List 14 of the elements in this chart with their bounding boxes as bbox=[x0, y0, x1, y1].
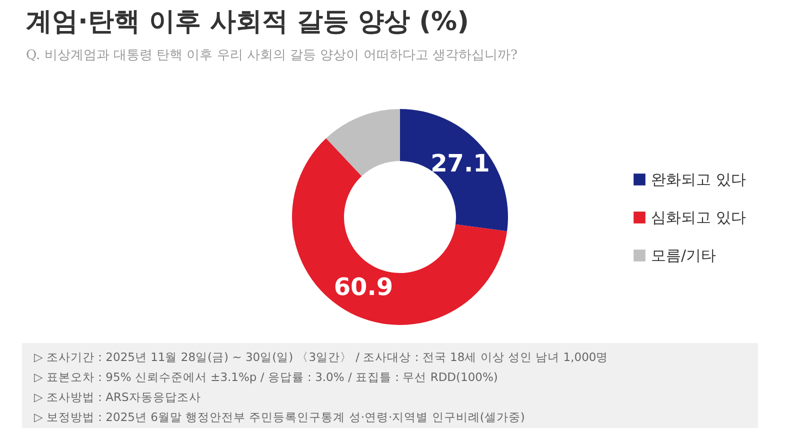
legend-label: 완화되고 있다 bbox=[651, 170, 746, 188]
legend-label: 모름/기타 bbox=[651, 246, 716, 264]
text: ▷ 조사기간 : 2025년 11월 28일(금) ~ 30일(일) 〈3일간〉 / 조사대상 : 전국 18세 이상 성인 남녀 1,000명 bbox=[34, 349, 610, 366]
donut-slice bbox=[400, 109, 508, 232]
donut-slice bbox=[326, 109, 400, 176]
chart-title: 계엄·탄핵 이후 사회적 갈등 양상 (%) bbox=[26, 7, 469, 37]
text: ▷ 보정방법 : 2025년 6월말 행정안전부 주민등록인구통계 성·연령·지역별 인구비례(셀가중) bbox=[34, 409, 526, 426]
donut-slice bbox=[292, 138, 508, 325]
chart-subtitle: Q. 비상계엄과 대통령 탄핵 이후 우리 사회의 갈등 양상이 어떠하다고 생각하십니까? bbox=[26, 48, 518, 63]
data-label: 27.1 bbox=[430, 149, 490, 178]
data-label: 60.9 bbox=[334, 273, 394, 302]
text: ▷ 표본오차 : 95% 신뢰수준에서 ±3.1%p / 응답률 : 3.0% / 표집틀 : 무선 RDD(100%) bbox=[34, 369, 499, 386]
text: ▷ 조사방법 : ARS자동응답조사 bbox=[34, 389, 202, 406]
legend-label: 심화되고 있다 bbox=[651, 208, 746, 226]
